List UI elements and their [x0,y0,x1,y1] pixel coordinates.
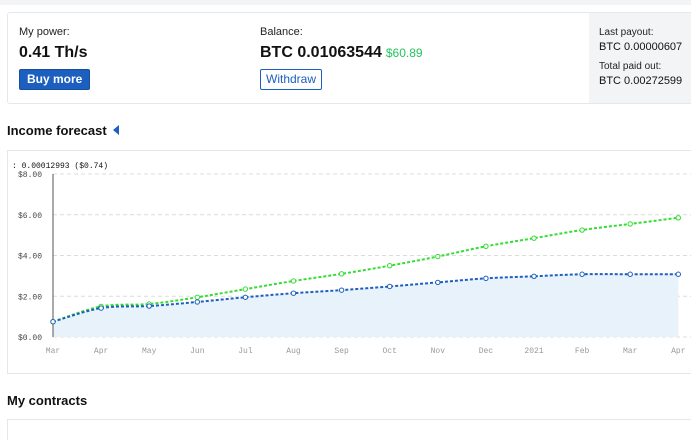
y-tick-label: $8.00 [18,171,42,180]
power-label: My power: [19,26,70,38]
x-tick-label: Apr [94,347,109,356]
income-forecast-chart: $0.00 $2.00 $4.00 $6.00 $8.00 Mar Apr May Jun Ju… [7,150,691,374]
x-tick-label: Apr [671,347,686,356]
x-tick-label: Jun [190,347,205,356]
balance-label: Balance: [260,26,303,38]
series-point [387,262,393,269]
collapse-arrow-icon[interactable] [113,125,119,135]
x-tick-label: Dec [479,347,494,356]
total-paid-label: Total paid out: [599,61,662,72]
balance-value: BTC 0.01063544 $60.89 [260,44,423,62]
series-point [435,253,441,260]
series-line [52,273,679,323]
series-point [50,319,56,325]
stats-card: My power: 0.41 Th/s Buy more Balance: BT… [7,12,590,104]
series-point [242,286,249,292]
x-tick-label: Aug [286,347,301,356]
x-tick-label: Mar [46,347,61,356]
series-area [53,274,679,337]
last-payout-value: BTC 0.00000607 [599,41,683,53]
y-ticks: $0.00 $2.00 $4.00 $6.00 $8.00 [18,171,42,343]
power-value: 0.41 Th/s [19,44,88,61]
series-point [531,235,537,241]
series-point [146,303,152,309]
series-point [194,294,201,300]
buy-more-button[interactable]: Buy more [19,69,91,90]
last-payout-label: Last payout: [599,27,654,38]
chart-svg: $0.00 $2.00 $4.00 $6.00 $8.00 Mar Apr May Jun Ju… [12,162,691,356]
series-point [338,287,345,293]
x-tick-label: May [142,347,157,356]
x-tick-label: Feb [575,347,590,356]
series-point [290,290,297,296]
payout-panel: Last payout: BTC 0.00000607 Total paid o… [589,12,691,104]
series-point [627,271,633,277]
total-paid-value: BTC 0.00272599 [599,75,683,87]
series-point [579,271,585,277]
chart-lines [52,216,679,323]
x-ticks: Mar Apr May Jun Jul Aug Sep Oct Nov Dec 2021 Feb Mar… [46,347,686,356]
y-tick-label: $4.00 [18,253,42,262]
series-point [675,271,681,277]
series-point [483,243,489,250]
series-point [579,227,585,233]
withdraw-button[interactable]: Withdraw [260,69,323,90]
series-point [531,273,537,279]
contracts-card [7,419,691,440]
x-tick-label: Jul [238,347,253,356]
income-forecast-title: Income forecast [7,123,107,138]
balance-usd: $60.89 [385,46,423,60]
series-point [387,283,393,290]
series-point [435,279,441,286]
x-tick-label: 2021 [524,347,543,356]
series-point [242,294,249,300]
series-point [98,305,104,311]
x-tick-label: Oct [382,347,396,356]
chart-points [50,215,681,325]
chart-area [53,274,679,337]
x-tick-label: Nov [431,347,446,356]
series-line [52,216,679,323]
series-point [194,299,201,305]
y-tick-label: $6.00 [18,212,42,221]
series-point [338,271,345,277]
y-tick-label: $0.00 [18,334,42,343]
balance-btc: BTC 0.01063544 [260,44,382,61]
y-tick-label: $2.00 [18,293,42,302]
top-strip [0,0,691,5]
series-point [483,275,489,282]
x-tick-label: Mar [623,347,638,356]
x-tick-label: Sep [334,347,349,356]
my-contracts-title: My contracts [7,393,88,408]
series-point [675,215,681,221]
series-point [627,221,633,227]
series-point [290,278,297,284]
chart-tooltip: : 0.00012993 ($0.74) [12,162,108,171]
